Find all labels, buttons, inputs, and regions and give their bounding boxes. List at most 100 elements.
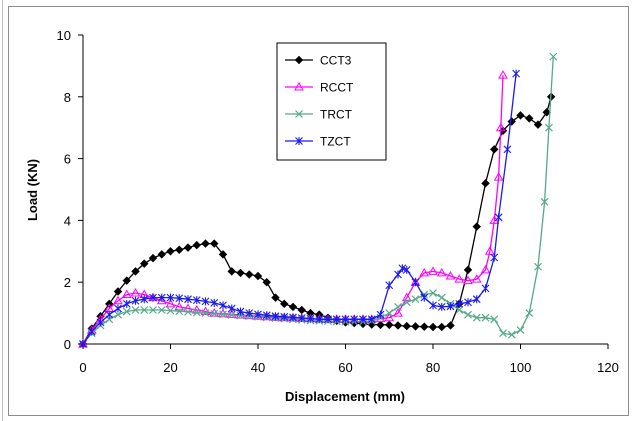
axes: 0 20 40 60 80 100 120 0 2 4 6 8 10 [57,28,619,375]
data-point-tzct [306,314,315,323]
data-point-rcct [454,274,465,283]
legend-label-rcct: RCCT [320,81,354,95]
data-point-cct3 [297,305,306,315]
data-point-tzct [297,314,306,323]
data-point-tzct [140,295,149,304]
data-point-tzct [437,302,446,311]
data-point-cct3 [210,239,219,248]
data-point-tzct [245,309,254,318]
data-point-tzct [402,265,411,274]
data-point-cct3 [140,259,149,268]
data-point-cct3 [446,321,455,330]
data-point-tzct [289,313,297,322]
data-point-rcct [471,274,482,283]
series-cct3 [78,92,556,349]
legend-marker-cct3 [294,55,304,65]
data-point-tzct [131,296,140,305]
data-point-trct [411,295,420,304]
data-point-rcct [261,311,272,321]
data-point-tzct [210,298,219,307]
data-point-cct3 [516,111,525,120]
data-point-trct [437,293,446,302]
data-point-cct3 [148,253,158,263]
data-point-tzct [490,253,499,262]
data-point-trct [549,52,558,61]
data-point-rcct [463,275,473,285]
data-point-tzct [367,315,376,324]
data-point-rcct [209,308,220,317]
data-point-cct3 [262,277,271,287]
data-point-rcct [401,292,412,302]
data-point-tzct [394,270,402,279]
data-point-rcct [445,271,456,280]
data-point-cct3 [481,179,490,188]
data-point-tzct [446,302,455,311]
data-point-cct3 [183,243,193,252]
data-point-tzct [262,311,271,320]
data-point-cct3 [271,293,280,302]
series-tzct [79,69,521,348]
data-point-tzct [227,304,236,313]
data-point-tzct [184,295,192,304]
data-point-cct3 [175,245,184,254]
legend-label-cct3: CCT3 [320,54,352,68]
data-point-rcct [428,266,438,275]
data-point-tzct [114,304,122,313]
data-point-trct [201,309,210,318]
series-layer [78,52,558,349]
x-tick-label: 100 [510,360,532,375]
data-point-cct3 [525,114,534,123]
data-point-trct [122,307,131,316]
x-tick-label: 60 [338,360,352,375]
data-point-rcct [218,308,228,318]
legend-marker-rcct [294,81,304,91]
frame-left-edge [2,0,3,421]
data-point-tzct [79,340,87,348]
data-point-cct3 [385,320,394,330]
data-point-tzct [420,293,429,302]
data-point-trct [131,306,140,314]
data-point-trct [219,310,227,319]
legend-marker-trct [295,110,303,118]
x-tick-label: 20 [163,360,177,375]
data-point-cct3 [402,321,411,331]
data-point-trct [140,306,149,314]
data-point-tzct [464,298,472,307]
data-point-tzct [429,301,437,310]
data-point-cct3 [218,250,228,259]
series-line-trct [82,56,554,345]
data-point-tzct [324,315,332,324]
data-point-tzct [96,318,105,327]
x-tick-label: 120 [597,360,619,375]
data-point-trct [545,123,553,132]
data-point-tzct [341,315,350,324]
x-tick-label: 40 [251,360,265,375]
data-point-cct3 [227,267,236,276]
data-point-cct3 [192,240,201,250]
data-point-cct3 [533,120,543,129]
data-point-cct3 [472,222,481,231]
data-point-tzct [105,310,114,319]
data-point-cct3 [420,322,429,331]
data-point-trct [499,329,507,338]
data-point-tzct [122,299,131,308]
data-point-tzct [376,310,385,319]
data-point-tzct [280,312,289,321]
y-tick-label: 8 [64,90,71,105]
data-point-trct [507,330,516,339]
data-point-trct [429,289,437,297]
data-point-tzct [192,296,201,305]
data-point-rcct [419,267,430,277]
data-point-cct3 [428,322,438,332]
data-point-tzct [175,294,184,303]
data-point-tzct [315,315,324,324]
data-point-rcct [498,70,508,79]
data-point-trct [481,313,490,322]
data-point-tzct [332,315,341,324]
data-point-trct [402,298,411,307]
data-point-tzct [149,293,157,302]
data-point-trct [192,308,201,317]
data-point-rcct [493,172,504,181]
data-point-trct [472,313,481,322]
